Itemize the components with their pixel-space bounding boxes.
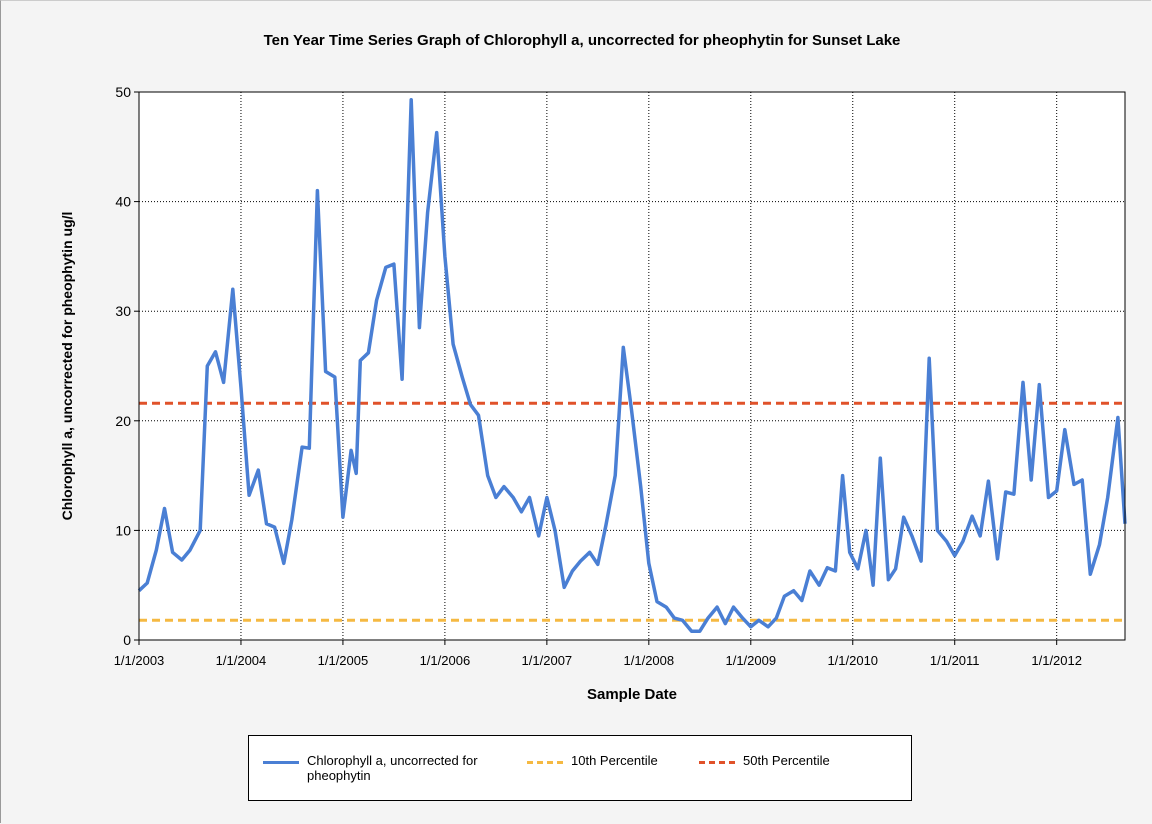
x-tick-label: 1/1/2005 (318, 653, 369, 668)
legend-entry: Chlorophyll a, uncorrected for pheophyti… (263, 753, 527, 783)
y-tick-label: 20 (115, 413, 131, 429)
x-tick-label: 1/1/2011 (930, 653, 980, 668)
data-line (137, 97, 1127, 633)
legend-label: Chlorophyll a, uncorrected for pheophyti… (307, 753, 478, 783)
chart-title: Ten Year Time Series Graph of Chlorophyl… (264, 32, 901, 49)
x-tick-label: 1/1/2008 (624, 653, 675, 668)
legend-swatch (527, 761, 563, 764)
legend-entry: 50th Percentile (699, 753, 883, 768)
y-tick-label: 10 (115, 522, 131, 538)
x-tick-label: 1/1/2003 (114, 653, 165, 668)
x-tick-label: 1/1/2004 (216, 653, 267, 668)
y-tick-label: 30 (115, 303, 131, 319)
x-tick-label: 1/1/2012 (1031, 653, 1082, 668)
plot-border (138, 91, 1126, 641)
x-axis-label: Sample Date (587, 686, 677, 703)
y-axis-label: Chlorophyll a, uncorrected for pheophyti… (59, 212, 75, 521)
legend-entry: 10th Percentile (527, 753, 701, 768)
legend-swatch (699, 761, 735, 764)
legend-label: 10th Percentile (571, 753, 658, 768)
legend-swatch (263, 761, 299, 764)
x-tick-label: 1/1/2010 (827, 653, 878, 668)
plot-area (139, 92, 1125, 640)
x-tick-label: 1/1/2006 (420, 653, 471, 668)
y-tick-label: 40 (115, 194, 131, 210)
x-tick-label: 1/1/2009 (725, 653, 776, 668)
legend: Chlorophyll a, uncorrected for pheophyti… (248, 735, 912, 801)
x-tick-label: 1/1/2007 (522, 653, 573, 668)
y-tick-label: 0 (123, 632, 131, 648)
legend-label: 50th Percentile (743, 753, 830, 768)
y-tick-label: 50 (115, 84, 131, 100)
